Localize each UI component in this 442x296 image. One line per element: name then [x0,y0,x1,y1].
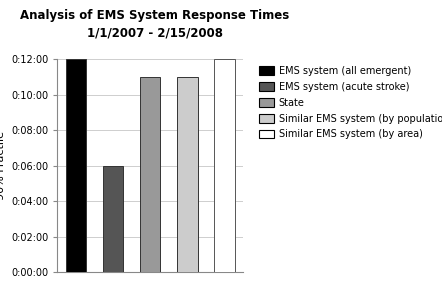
Text: Analysis of EMS System Response Times: Analysis of EMS System Response Times [20,9,290,22]
Bar [103,166,123,272]
Legend: EMS system (all emergent), EMS system (acute stroke), State, Similar EMS system : EMS system (all emergent), EMS system (a… [257,64,442,141]
Text: 1/1/2007 - 2/15/2008: 1/1/2007 - 2/15/2008 [87,27,223,40]
Bar [140,77,160,272]
Bar [66,59,86,272]
Y-axis label: 90% Fractile: 90% Fractile [0,131,6,200]
Bar [177,77,198,272]
Bar [214,59,235,272]
